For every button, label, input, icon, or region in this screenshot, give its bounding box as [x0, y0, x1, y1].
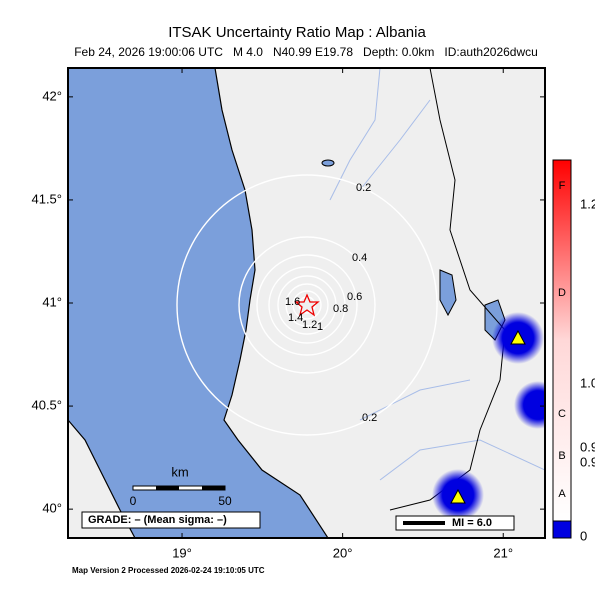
- lat-tick-label: 40°: [42, 501, 62, 516]
- map-area: 0.2 0.4 0.6 0.8 1 1.2 1.4 1.6 0.2 km 0 5…: [68, 68, 545, 538]
- colorbar-label: 1.2: [580, 196, 595, 211]
- lake: [439, 269, 457, 317]
- contour-label: 1.6: [285, 296, 300, 308]
- lon-tick-label: 21°: [493, 545, 513, 560]
- grade: GRADE: – (Mean sigma: –): [88, 514, 227, 526]
- footer: Map Version 2 Processed 2026-02-24 19:10…: [72, 566, 265, 575]
- contour-label: 1.4: [288, 312, 303, 324]
- scale-label: 0: [130, 494, 137, 508]
- intensity-box: [395, 515, 515, 531]
- contour-label: 0.2: [356, 182, 371, 194]
- lon-tick-label: 20°: [333, 545, 353, 560]
- contour-labels: 0.2 0.4 0.6 0.8 1 1.2 1.4 1.6 0.2: [285, 182, 377, 424]
- contour-label: 0.2: [362, 412, 377, 424]
- grade-letter: B: [558, 450, 565, 462]
- grade-box: [81, 511, 261, 529]
- lake: [321, 159, 335, 167]
- grade-letter: D: [558, 287, 566, 299]
- uncertainty-blob: [514, 381, 545, 429]
- colorbar-low: [552, 520, 572, 539]
- grade-letter: A: [558, 488, 566, 500]
- colorbar: [552, 159, 572, 522]
- colorbar-label: 0.9: [580, 439, 595, 454]
- lat-tick-label: 42°: [42, 88, 62, 103]
- contour-label: 1.2: [302, 319, 317, 331]
- colorbar-label: 0: [580, 528, 587, 543]
- scale-label: 50: [218, 494, 232, 508]
- epicenter: [294, 293, 320, 317]
- station: [510, 329, 526, 345]
- colorbar-label: 0.9: [580, 454, 595, 469]
- title: ITSAK Uncertainty Ratio Map : Albania: [168, 24, 426, 41]
- intensity-legend: MI = 6.0: [452, 517, 492, 529]
- contour-label: 1: [317, 321, 323, 333]
- subtitle: Feb 24, 2026 19:00:06 UTC M 4.0 N40.99 E…: [74, 45, 538, 59]
- lat-tick-label: 41°: [42, 294, 62, 309]
- lat-tick-label: 41.5°: [31, 191, 62, 206]
- scale-bar: [156, 486, 179, 490]
- scale-unit: km: [171, 464, 188, 479]
- scale-bar: [202, 486, 225, 490]
- rivers: [329, 68, 545, 481]
- grade-letter: F: [559, 180, 566, 192]
- colorbar-labels: F 1.2 D 1.0 C 0.9 B 0.9 A 0: [558, 180, 595, 544]
- contour-label: 0.8: [333, 303, 348, 315]
- lat-tick-label: 40.5°: [31, 398, 62, 413]
- contour-label: 0.4: [352, 252, 367, 264]
- contour-label: 0.6: [347, 291, 362, 303]
- lon-tick-label: 19°: [172, 545, 192, 560]
- contours: [176, 174, 438, 436]
- colorbar-label: 1.0: [580, 375, 595, 390]
- station: [450, 488, 466, 504]
- grade-letter: C: [558, 408, 566, 420]
